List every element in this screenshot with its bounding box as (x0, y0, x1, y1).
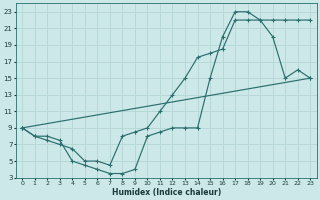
X-axis label: Humidex (Indice chaleur): Humidex (Indice chaleur) (112, 188, 221, 197)
